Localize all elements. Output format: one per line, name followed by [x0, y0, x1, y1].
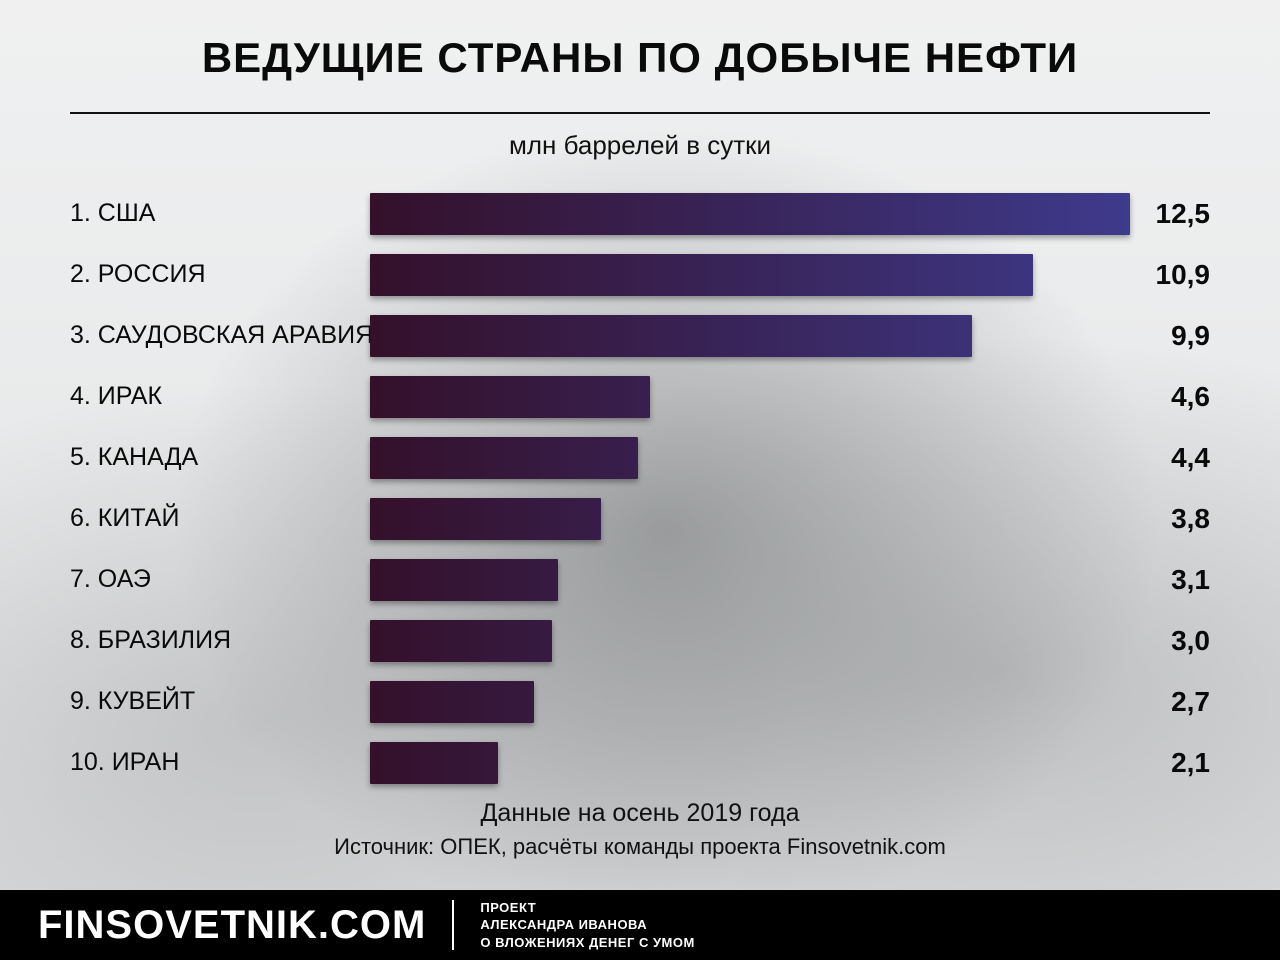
row-label: 7. ОАЭ [70, 565, 360, 594]
row-label: 10. ИРАН [70, 748, 360, 777]
row-label: 2. РОССИЯ [70, 260, 360, 289]
bar-track [370, 315, 1130, 357]
row-label: 5. КАНАДА [70, 443, 360, 472]
bar-track [370, 681, 1130, 723]
page-title: ВЕДУЩИЕ СТРАНЫ ПО ДОБЫЧЕ НЕФТИ [70, 34, 1210, 82]
row-value: 10,9 [1140, 259, 1210, 291]
bar [370, 437, 638, 479]
row-value: 3,0 [1140, 625, 1210, 657]
bar-track [370, 437, 1130, 479]
infographic: ВЕДУЩИЕ СТРАНЫ ПО ДОБЫЧЕ НЕФТИ млн барре… [0, 0, 1280, 960]
footer-divider [452, 900, 454, 950]
bar [370, 376, 650, 418]
bar-track [370, 620, 1130, 662]
chart-row: 4. ИРАК 4,6 [70, 366, 1210, 427]
row-value: 4,4 [1140, 442, 1210, 474]
chart-row: 1. США 12,5 [70, 183, 1210, 244]
bar-track [370, 376, 1130, 418]
bar [370, 254, 1033, 296]
bar-chart: 1. США 12,5 2. РОССИЯ 10,9 3. САУДОВСКАЯ АРА… [0, 183, 1280, 793]
row-label: 8. БРАЗИЛИЯ [70, 626, 360, 655]
bar-track [370, 498, 1130, 540]
chart-row: 7. ОАЭ 3,1 [70, 549, 1210, 610]
chart-source: Источник: ОПЕК, расчёты команды проекта … [0, 834, 1280, 860]
row-value: 2,7 [1140, 686, 1210, 718]
row-label: 1. США [70, 199, 360, 228]
footer-tagline: ПРОЕКТ АЛЕКСАНДРА ИВАНОВА О ВЛОЖЕНИЯХ ДЕ… [480, 899, 694, 952]
chart-row: 3. САУДОВСКАЯ АРАВИЯ 9,9 [70, 305, 1210, 366]
row-label: 3. САУДОВСКАЯ АРАВИЯ [70, 321, 360, 350]
chart-subtitle: млн баррелей в сутки [0, 130, 1280, 161]
row-value: 2,1 [1140, 747, 1210, 779]
bar [370, 498, 601, 540]
chart-row: 6. КИТАЙ 3,8 [70, 488, 1210, 549]
bar [370, 193, 1130, 235]
chart-row: 10. ИРАН 2,1 [70, 732, 1210, 793]
tagline-line-1: ПРОЕКТ [480, 899, 694, 917]
header: ВЕДУЩИЕ СТРАНЫ ПО ДОБЫЧЕ НЕФТИ [0, 0, 1280, 96]
chart-row: 2. РОССИЯ 10,9 [70, 244, 1210, 305]
chart-row: 9. КУВЕЙТ 2,7 [70, 671, 1210, 732]
bar-track [370, 254, 1130, 296]
chart-row: 5. КАНАДА 4,4 [70, 427, 1210, 488]
bar [370, 681, 534, 723]
row-value: 3,8 [1140, 503, 1210, 535]
row-label: 9. КУВЕЙТ [70, 687, 360, 716]
bar [370, 620, 552, 662]
brand-logo: FINSOVETNIK.COM [38, 903, 426, 948]
row-label: 6. КИТАЙ [70, 504, 360, 533]
chart-row: 8. БРАЗИЛИЯ 3,0 [70, 610, 1210, 671]
bar [370, 742, 498, 784]
bar-track [370, 193, 1130, 235]
divider [70, 112, 1210, 114]
row-label: 4. ИРАК [70, 382, 360, 411]
bar-track [370, 559, 1130, 601]
tagline-line-2: АЛЕКСАНДРА ИВАНОВА [480, 916, 694, 934]
bar [370, 559, 558, 601]
footer: FINSOVETNIK.COM ПРОЕКТ АЛЕКСАНДРА ИВАНОВ… [0, 890, 1280, 960]
row-value: 9,9 [1140, 320, 1210, 352]
tagline-line-3: О ВЛОЖЕНИЯХ ДЕНЕГ С УМОМ [480, 934, 694, 952]
row-value: 12,5 [1140, 198, 1210, 230]
bar [370, 315, 972, 357]
row-value: 4,6 [1140, 381, 1210, 413]
row-value: 3,1 [1140, 564, 1210, 596]
chart-caption: Данные на осень 2019 года [0, 799, 1280, 828]
bar-track [370, 742, 1130, 784]
